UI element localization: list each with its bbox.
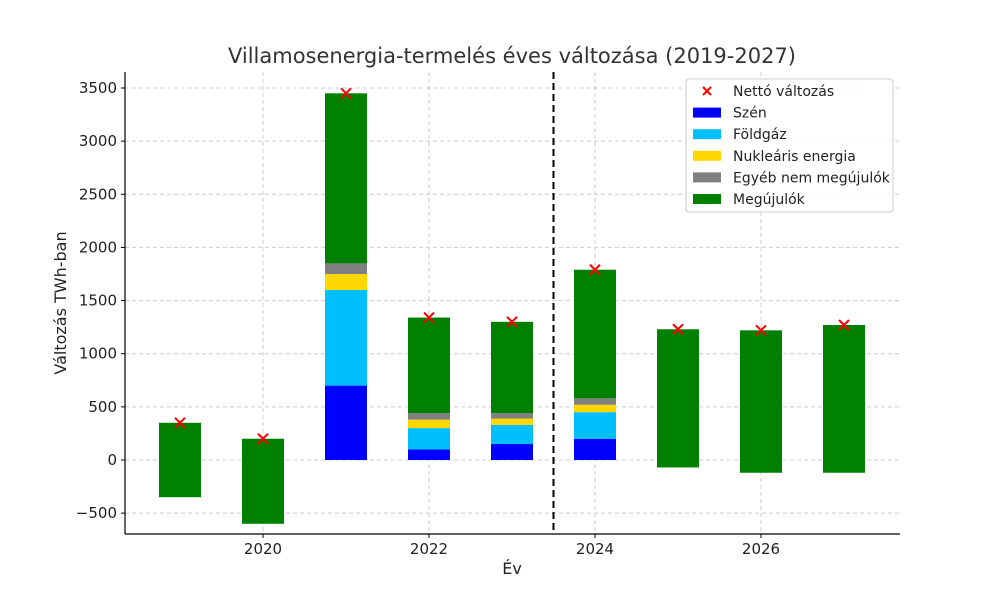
net-marker: [423, 311, 435, 324]
bar-segment-nukleáris-energia: [325, 274, 367, 290]
y-tick-label: 2500: [79, 185, 117, 203]
bar-segment-egyéb-nem-megújulók: [491, 413, 533, 419]
y-ticks: −500 0 500 1000 1500 2000 2500 3000 3500: [76, 79, 125, 522]
net-marker-stroke: [838, 319, 850, 331]
legend-swatch: [693, 150, 721, 161]
net-marker: [257, 433, 269, 445]
net-marker: [589, 264, 601, 276]
legend-swatch: [693, 129, 721, 140]
net-marker: [755, 324, 767, 337]
legend-label: Szén: [733, 106, 767, 122]
x-tick-label: 2020: [244, 540, 282, 558]
bar-segment-nukleáris-energia: [491, 418, 533, 425]
chart-title: Villamosenergia-termelés éves változása …: [228, 44, 796, 68]
bar-segment-szén: [491, 444, 533, 460]
bar-segment-egyéb-nem-megújulók: [325, 263, 367, 274]
legend-marker-x-icon: [702, 86, 712, 96]
y-tick-label: 1500: [79, 292, 117, 310]
bar-segment-nukleáris-energia: [408, 419, 450, 429]
y-tick-label: 3000: [79, 132, 117, 150]
legend-item: Szén: [693, 106, 767, 122]
x-tick-label: 2026: [742, 540, 780, 558]
x-ticks: 2020 2022 2024 2026: [244, 534, 780, 558]
bar-segment-megújulók: [740, 330, 782, 473]
net-marker: [506, 316, 518, 328]
legend-label: Nukleáris energia: [733, 149, 856, 165]
bar-segment-megújulók: [408, 317, 450, 414]
net-markers: [174, 87, 850, 445]
bar-segment-földgáz: [408, 428, 450, 450]
bar-segment-megújulók: [242, 438, 284, 524]
legend-label: Megújulók: [733, 192, 806, 208]
y-tick-label: 2000: [79, 238, 117, 256]
legend-swatch: [693, 194, 721, 204]
net-marker: [838, 319, 850, 331]
bar-segment-egyéb-nem-megújulók: [574, 398, 616, 405]
legend-box: [685, 78, 894, 213]
net-marker-stroke: [423, 311, 435, 324]
bar-segment-egyéb-nem-megújulók: [408, 413, 450, 420]
net-marker-stroke: [257, 433, 269, 445]
legend-label: Nettó változás: [733, 84, 834, 100]
legend-label: Földgáz: [733, 127, 787, 143]
x-tick-label: 2024: [576, 540, 614, 558]
net-marker-stroke: [672, 323, 684, 335]
net-marker-stroke: [755, 324, 767, 337]
bar-segment-megújulók: [823, 325, 865, 473]
bar-segment-szén: [408, 449, 450, 460]
legend-item: Földgáz: [693, 127, 787, 143]
bar-segment-földgáz: [325, 289, 367, 386]
bar-segment-megújulók: [491, 321, 533, 414]
net-marker: [672, 323, 684, 335]
net-marker-stroke: [589, 264, 601, 276]
y-tick-label: −500: [76, 504, 117, 522]
bar-segment-nukleáris-energia: [574, 404, 616, 413]
bar-segment-megújulók: [574, 269, 616, 399]
x-tick-label: 2022: [410, 540, 448, 558]
bar-segment-megújulók: [325, 93, 367, 264]
legend-item: Megújulók: [693, 192, 806, 208]
bar-segment-szén: [325, 385, 367, 460]
legend-swatch: [693, 107, 721, 118]
legend-swatch: [693, 172, 721, 183]
bar-segment-földgáz: [574, 412, 616, 439]
net-marker: [174, 417, 186, 429]
axes: [124, 72, 900, 535]
net-marker-stroke: [340, 87, 352, 100]
y-axis-label: Változás TWh-ban: [51, 231, 70, 374]
y-tick-label: 3500: [79, 79, 117, 97]
bar-segment-földgáz: [491, 424, 533, 445]
bars: [159, 93, 865, 524]
legend-item: Egyéb nem megújulók: [693, 170, 891, 186]
legend-item: Nukleáris energia: [693, 149, 856, 165]
y-tick-label: 0: [107, 451, 117, 469]
legend: Nettó változás Szén Földgáz Nukleáris energ…: [685, 78, 894, 213]
legend-item: Nettó változás: [702, 84, 834, 100]
bar-segment-megújulók: [657, 329, 699, 468]
y-tick-label: 500: [88, 398, 117, 416]
net-marker-stroke: [506, 316, 518, 328]
legend-label: Egyéb nem megújulók: [733, 170, 891, 186]
x-axis-label: Év: [502, 559, 522, 578]
net-marker: [340, 87, 352, 100]
bar-segment-szén: [574, 438, 616, 460]
net-marker-stroke: [174, 417, 186, 429]
y-tick-label: 1000: [79, 345, 117, 363]
bar-segment-megújulók: [159, 422, 201, 498]
